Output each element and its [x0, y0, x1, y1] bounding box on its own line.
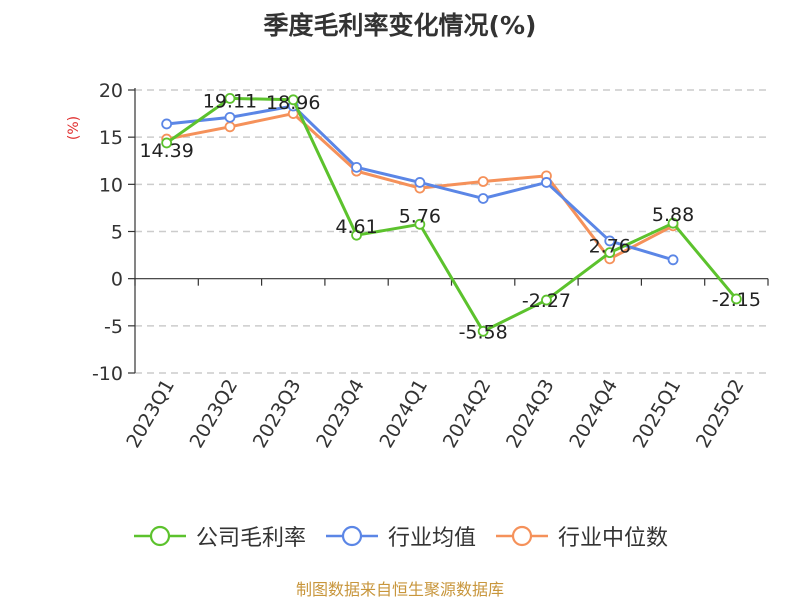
data-point[interactable]: [541, 294, 552, 306]
data-label: 5.76: [399, 205, 441, 227]
data-label: 18.96: [266, 92, 320, 114]
y-tick-label: -5: [104, 316, 123, 338]
chart-title: 季度毛利率变化情况(%): [263, 11, 537, 40]
legend-marker: [325, 525, 378, 547]
series-line: [165, 96, 738, 333]
legend-marker: [133, 525, 186, 547]
legend-label: 公司毛利率: [195, 526, 306, 551]
data-point[interactable]: [161, 118, 173, 130]
x-tick-label: 2023Q2: [186, 376, 243, 452]
y-tick-label: 0: [111, 269, 123, 291]
data-point[interactable]: [351, 229, 362, 241]
data-point[interactable]: [604, 247, 616, 259]
x-tick-label: 2023Q3: [249, 376, 306, 452]
x-tick-label: 2024Q1: [375, 376, 432, 452]
data-point[interactable]: [604, 235, 616, 247]
data-point[interactable]: [351, 161, 362, 173]
x-tick-label: 2023Q4: [312, 376, 369, 452]
y-tick-label: 20: [99, 80, 123, 102]
data-labels-layer: 14.39 19.11 18.96 4.61 5.76 -5.58 -2.27 2.76 5.8…: [139, 90, 760, 343]
x-tick-label: 2024Q4: [565, 376, 622, 452]
legend-item-1[interactable]: 行业均值: [324, 520, 476, 552]
x-tick-label: 2024Q3: [502, 376, 559, 452]
data-point[interactable]: [224, 111, 236, 123]
data-point[interactable]: [414, 177, 426, 188]
data-point[interactable]: [477, 193, 489, 204]
series-0: [161, 92, 742, 337]
legend: 公司毛利率 行业均值 行业中位数: [0, 520, 800, 552]
legend-label: 行业中位数: [558, 526, 669, 551]
data-point[interactable]: [667, 217, 679, 229]
data-point[interactable]: [414, 218, 426, 230]
data-point[interactable]: [161, 137, 173, 149]
data-label: -2.15: [712, 289, 761, 311]
data-label: 2.76: [589, 236, 631, 258]
data-label: 4.61: [335, 216, 377, 238]
legend-item-2[interactable]: 行业中位数: [494, 520, 668, 552]
data-point[interactable]: [287, 94, 299, 106]
series-layer: [161, 92, 742, 337]
data-point[interactable]: [477, 176, 489, 187]
x-tick-label: 2024Q2: [439, 376, 496, 452]
data-point[interactable]: [667, 254, 679, 266]
grid-lines: [135, 89, 768, 374]
y-axis-unit: (%): [66, 116, 82, 140]
data-label: -2.27: [522, 290, 571, 312]
x-tick-label: 2023Q1: [122, 376, 179, 452]
legend-marker: [496, 525, 548, 547]
y-tick-label: 5: [111, 222, 123, 244]
data-label: -5.58: [459, 321, 508, 343]
data-point[interactable]: [541, 177, 552, 188]
x-tick-label: 2025Q1: [629, 376, 686, 452]
data-label: 14.39: [139, 140, 193, 162]
source-note: 制图数据来自恒生聚源数据库: [295, 580, 504, 599]
legend-label: 行业均值: [387, 526, 476, 551]
y-tick-label: 10: [99, 174, 123, 196]
data-label: 19.11: [203, 90, 257, 112]
x-tick-label: 2025Q2: [692, 376, 749, 452]
y-tick-label: -10: [92, 363, 123, 385]
y-tick-label: 15: [99, 127, 123, 149]
data-label: 5.88: [652, 204, 694, 226]
data-point[interactable]: [224, 92, 236, 104]
data-point[interactable]: [730, 293, 742, 305]
data-point[interactable]: [224, 121, 236, 133]
series-1: [161, 100, 679, 266]
legend-item-0[interactable]: 公司毛利率: [132, 520, 306, 552]
data-point[interactable]: [477, 325, 489, 337]
